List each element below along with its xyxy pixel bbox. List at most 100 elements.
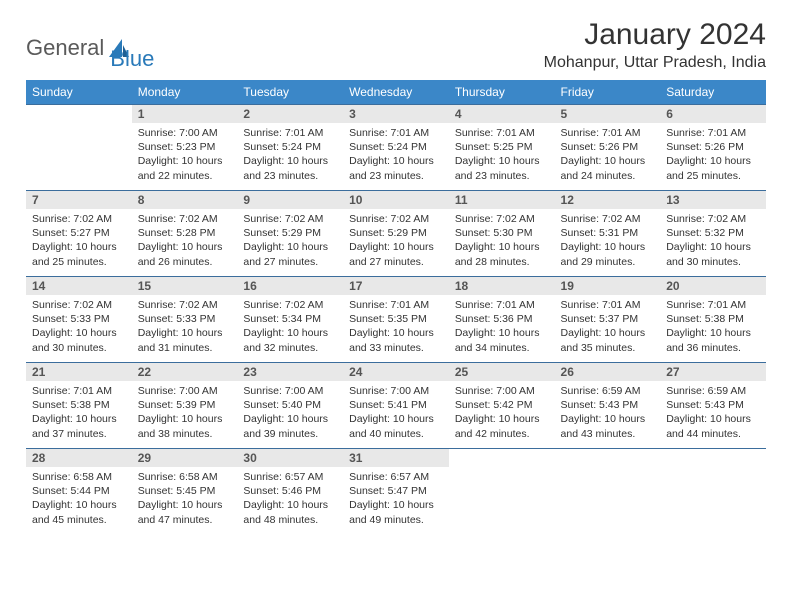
calendar-day-cell [555, 449, 661, 535]
weekday-header: Sunday [26, 80, 132, 105]
title-block: January 2024 Mohanpur, Uttar Pradesh, In… [544, 18, 766, 72]
day-details: Sunrise: 7:01 AMSunset: 5:35 PMDaylight:… [343, 295, 449, 359]
day-number: 16 [237, 277, 343, 295]
day-details: Sunrise: 7:01 AMSunset: 5:25 PMDaylight:… [449, 123, 555, 187]
day-number: 25 [449, 363, 555, 381]
calendar-day-cell: 24Sunrise: 7:00 AMSunset: 5:41 PMDayligh… [343, 363, 449, 449]
day-number: 20 [660, 277, 766, 295]
day-number: 22 [132, 363, 238, 381]
calendar-day-cell: 10Sunrise: 7:02 AMSunset: 5:29 PMDayligh… [343, 191, 449, 277]
day-number: 27 [660, 363, 766, 381]
calendar-day-cell: 7Sunrise: 7:02 AMSunset: 5:27 PMDaylight… [26, 191, 132, 277]
calendar-day-cell [660, 449, 766, 535]
day-number: 30 [237, 449, 343, 467]
calendar-day-cell: 18Sunrise: 7:01 AMSunset: 5:36 PMDayligh… [449, 277, 555, 363]
day-number: 29 [132, 449, 238, 467]
day-number: 26 [555, 363, 661, 381]
day-details: Sunrise: 7:02 AMSunset: 5:31 PMDaylight:… [555, 209, 661, 273]
calendar-day-cell: 9Sunrise: 7:02 AMSunset: 5:29 PMDaylight… [237, 191, 343, 277]
weekday-header: Tuesday [237, 80, 343, 105]
day-number: 6 [660, 105, 766, 123]
day-number: 5 [555, 105, 661, 123]
calendar-week-row: 7Sunrise: 7:02 AMSunset: 5:27 PMDaylight… [26, 191, 766, 277]
day-details: Sunrise: 7:00 AMSunset: 5:23 PMDaylight:… [132, 123, 238, 187]
day-number-empty [449, 449, 555, 467]
weekday-header: Thursday [449, 80, 555, 105]
calendar-day-cell: 6Sunrise: 7:01 AMSunset: 5:26 PMDaylight… [660, 105, 766, 191]
day-number: 13 [660, 191, 766, 209]
day-details: Sunrise: 7:01 AMSunset: 5:38 PMDaylight:… [26, 381, 132, 445]
day-details: Sunrise: 6:57 AMSunset: 5:47 PMDaylight:… [343, 467, 449, 531]
day-number: 1 [132, 105, 238, 123]
day-details: Sunrise: 7:01 AMSunset: 5:26 PMDaylight:… [555, 123, 661, 187]
day-number: 8 [132, 191, 238, 209]
day-number: 31 [343, 449, 449, 467]
day-number-empty [555, 449, 661, 467]
day-number-empty [26, 105, 132, 123]
day-number: 17 [343, 277, 449, 295]
day-details: Sunrise: 6:59 AMSunset: 5:43 PMDaylight:… [555, 381, 661, 445]
calendar-day-cell: 27Sunrise: 6:59 AMSunset: 5:43 PMDayligh… [660, 363, 766, 449]
day-details: Sunrise: 7:01 AMSunset: 5:24 PMDaylight:… [237, 123, 343, 187]
day-number: 15 [132, 277, 238, 295]
brand-text-blue: Blue [110, 46, 154, 72]
calendar-week-row: 1Sunrise: 7:00 AMSunset: 5:23 PMDaylight… [26, 105, 766, 191]
calendar-day-cell: 12Sunrise: 7:02 AMSunset: 5:31 PMDayligh… [555, 191, 661, 277]
day-number: 18 [449, 277, 555, 295]
day-details: Sunrise: 7:02 AMSunset: 5:32 PMDaylight:… [660, 209, 766, 273]
calendar-day-cell: 15Sunrise: 7:02 AMSunset: 5:33 PMDayligh… [132, 277, 238, 363]
weekday-header: Monday [132, 80, 238, 105]
day-number: 12 [555, 191, 661, 209]
calendar-day-cell: 5Sunrise: 7:01 AMSunset: 5:26 PMDaylight… [555, 105, 661, 191]
day-details: Sunrise: 7:00 AMSunset: 5:42 PMDaylight:… [449, 381, 555, 445]
calendar-day-cell: 19Sunrise: 7:01 AMSunset: 5:37 PMDayligh… [555, 277, 661, 363]
calendar-week-row: 28Sunrise: 6:58 AMSunset: 5:44 PMDayligh… [26, 449, 766, 535]
calendar-day-cell: 14Sunrise: 7:02 AMSunset: 5:33 PMDayligh… [26, 277, 132, 363]
calendar-body: 1Sunrise: 7:00 AMSunset: 5:23 PMDaylight… [26, 105, 766, 535]
day-number: 7 [26, 191, 132, 209]
brand-text-general: General [26, 35, 104, 61]
day-number: 24 [343, 363, 449, 381]
calendar-day-cell: 31Sunrise: 6:57 AMSunset: 5:47 PMDayligh… [343, 449, 449, 535]
header: General Blue January 2024 Mohanpur, Utta… [26, 18, 766, 72]
day-details: Sunrise: 7:01 AMSunset: 5:38 PMDaylight:… [660, 295, 766, 359]
calendar-day-cell: 20Sunrise: 7:01 AMSunset: 5:38 PMDayligh… [660, 277, 766, 363]
day-number: 28 [26, 449, 132, 467]
day-details: Sunrise: 7:01 AMSunset: 5:24 PMDaylight:… [343, 123, 449, 187]
weekday-header: Friday [555, 80, 661, 105]
day-number: 3 [343, 105, 449, 123]
day-details: Sunrise: 6:59 AMSunset: 5:43 PMDaylight:… [660, 381, 766, 445]
calendar-day-cell: 26Sunrise: 6:59 AMSunset: 5:43 PMDayligh… [555, 363, 661, 449]
calendar-day-cell [26, 105, 132, 191]
day-details: Sunrise: 6:58 AMSunset: 5:45 PMDaylight:… [132, 467, 238, 531]
calendar-day-cell: 16Sunrise: 7:02 AMSunset: 5:34 PMDayligh… [237, 277, 343, 363]
day-details: Sunrise: 6:58 AMSunset: 5:44 PMDaylight:… [26, 467, 132, 531]
day-number: 11 [449, 191, 555, 209]
day-details: Sunrise: 7:00 AMSunset: 5:41 PMDaylight:… [343, 381, 449, 445]
weekday-header: Saturday [660, 80, 766, 105]
day-number: 10 [343, 191, 449, 209]
calendar-day-cell: 2Sunrise: 7:01 AMSunset: 5:24 PMDaylight… [237, 105, 343, 191]
day-details: Sunrise: 7:02 AMSunset: 5:29 PMDaylight:… [343, 209, 449, 273]
calendar-day-cell: 29Sunrise: 6:58 AMSunset: 5:45 PMDayligh… [132, 449, 238, 535]
month-title: January 2024 [544, 18, 766, 52]
calendar-day-cell: 3Sunrise: 7:01 AMSunset: 5:24 PMDaylight… [343, 105, 449, 191]
calendar-week-row: 14Sunrise: 7:02 AMSunset: 5:33 PMDayligh… [26, 277, 766, 363]
brand-logo: General Blue [26, 24, 154, 72]
calendar-day-cell: 22Sunrise: 7:00 AMSunset: 5:39 PMDayligh… [132, 363, 238, 449]
day-details: Sunrise: 7:02 AMSunset: 5:30 PMDaylight:… [449, 209, 555, 273]
day-details: Sunrise: 7:02 AMSunset: 5:29 PMDaylight:… [237, 209, 343, 273]
location: Mohanpur, Uttar Pradesh, India [544, 54, 766, 72]
calendar-day-cell: 1Sunrise: 7:00 AMSunset: 5:23 PMDaylight… [132, 105, 238, 191]
day-details: Sunrise: 7:02 AMSunset: 5:33 PMDaylight:… [132, 295, 238, 359]
calendar-day-cell: 17Sunrise: 7:01 AMSunset: 5:35 PMDayligh… [343, 277, 449, 363]
calendar-day-cell: 28Sunrise: 6:58 AMSunset: 5:44 PMDayligh… [26, 449, 132, 535]
calendar-day-cell: 25Sunrise: 7:00 AMSunset: 5:42 PMDayligh… [449, 363, 555, 449]
day-number: 21 [26, 363, 132, 381]
day-details: Sunrise: 7:02 AMSunset: 5:34 PMDaylight:… [237, 295, 343, 359]
day-number-empty [660, 449, 766, 467]
day-number: 2 [237, 105, 343, 123]
calendar-table: SundayMondayTuesdayWednesdayThursdayFrid… [26, 80, 766, 535]
day-details: Sunrise: 7:00 AMSunset: 5:39 PMDaylight:… [132, 381, 238, 445]
calendar-day-cell: 4Sunrise: 7:01 AMSunset: 5:25 PMDaylight… [449, 105, 555, 191]
